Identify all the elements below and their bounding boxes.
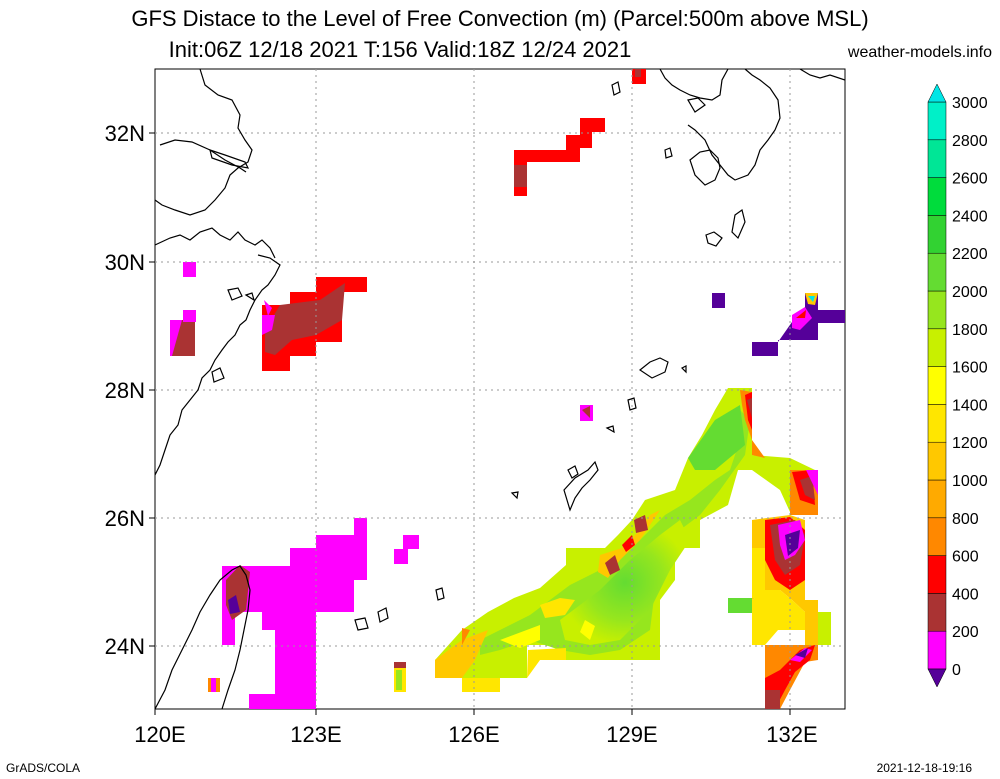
lon-label-123: 123E [290,722,341,747]
colorbar-label: 1800 [952,322,988,339]
field-purple-patch [712,293,725,308]
colorbar-label: 2800 [952,133,988,150]
colorbar-segment [927,139,947,178]
field-red-patch-ne [514,118,605,196]
colorbar-label: 200 [952,624,979,641]
colorbar: 0 200 400 600 800 1000 1200 1400 1600 1800 2000 220… [927,83,988,688]
lat-label-24: 24N [105,634,145,659]
colorbar-label: 1200 [952,435,988,452]
colorbar-segment [927,252,947,292]
timestamp: 2021-12-18-19:16 [876,761,972,775]
colorbar-label: 2600 [952,171,988,188]
axis-ticks [149,132,791,715]
grads-credit: GrADS/COLA [6,761,81,775]
colorbar-segment [927,177,947,216]
colorbar-segment [927,555,947,594]
field-brown-patch-zhejiang [265,283,345,355]
lon-label-120: 120E [134,722,185,747]
colorbar-segment [927,479,947,519]
colorbar-label: 2200 [952,246,988,263]
colorbar-segment [927,290,947,330]
lat-label-26: 26N [105,506,145,531]
colorbar-segment [927,404,947,443]
field-magenta-patch-1 [183,262,196,277]
colorbar-label: 2000 [952,284,988,301]
chart-title: GFS Distace to the Level of Free Convect… [131,6,869,31]
chart-subtitle: Init:06Z 12/18 2021 T:156 Valid:18Z 12/2… [0,37,1000,63]
colorbar-label: 800 [952,511,979,528]
colorbar-label: 1000 [952,473,988,490]
gridlines [155,69,845,709]
coastlines [155,69,845,709]
field-brown-patch-ne [514,165,527,187]
field-magenta-patch-taiwan [222,518,367,709]
colorbar-segment [927,441,947,481]
colorbar-label: 1600 [952,360,988,377]
colorbar-segment [927,366,947,405]
lat-label-32: 32N [105,121,145,146]
colorbar-segment [927,101,947,141]
colorbar-segment [927,593,947,632]
colorbar-label: 400 [952,586,979,603]
lon-label-132: 132E [766,722,817,747]
init-valid-text: Init:06Z 12/18 2021 T:156 Valid:18Z 12/2… [168,37,632,62]
colorbar-segment [927,328,947,367]
lon-label-126: 126E [448,722,499,747]
colorbar-segment [927,630,947,670]
colorbar-label: 2400 [952,208,988,225]
colorbar-label: 600 [952,549,979,566]
colorbar-under-arrow [927,668,947,688]
colorbar-label: 0 [952,662,961,679]
colorbar-segment [927,215,947,254]
lon-labels: 120E 123E 126E 129E 132E [134,722,817,747]
colorbar-label: 1400 [952,397,988,414]
colorbar-over-arrow [927,83,947,103]
lat-label-30: 30N [105,250,145,275]
colorbar-segment [927,517,947,556]
source-label: weather-models.info [847,44,992,61]
lat-labels: 24N 26N 28N 30N 32N [105,121,145,659]
lat-label-28: 28N [105,378,145,403]
lon-label-129: 129E [606,722,657,747]
colorbar-label: 3000 [952,95,988,112]
field-layer [170,69,845,709]
